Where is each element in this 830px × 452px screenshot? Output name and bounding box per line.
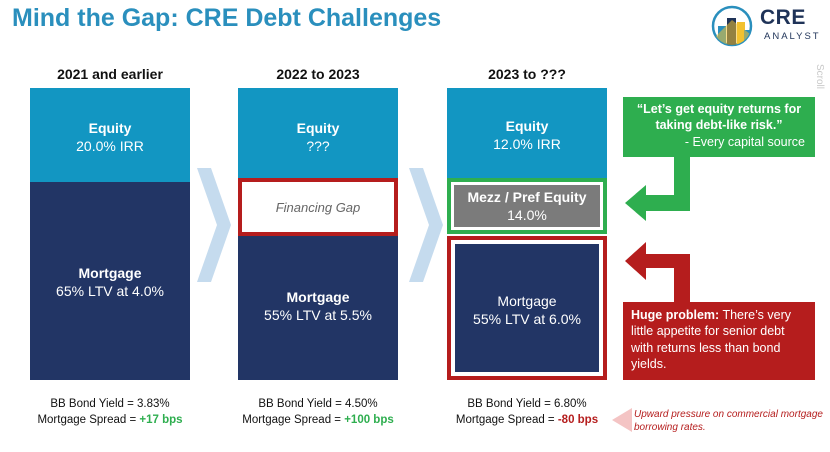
green-arrow-icon <box>625 156 690 221</box>
financing-gap-label: Financing Gap <box>275 199 361 215</box>
spread-label-1: Mortgage Spread = <box>37 413 140 426</box>
spread-label-2: Mortgage Spread = <box>242 413 345 426</box>
bond-info-2: BB Bond Yield = 4.50% Mortgage Spread = … <box>238 397 398 428</box>
mezz-pref-equity-block: Mezz / Pref Equity 14.0% <box>454 185 600 227</box>
quote-text: “Let’s get equity returns for taking deb… <box>636 102 802 133</box>
logo-subtitle: ANALYST <box>764 31 821 42</box>
chevron-right-icon <box>409 168 443 282</box>
pressure-note: Upward pressure on commercial mortgage b… <box>634 409 823 433</box>
equity-label-3: Equity <box>505 118 549 134</box>
equity-value-1: 20.0% IRR <box>76 138 144 155</box>
mezz-value: 14.0% <box>507 207 547 223</box>
bond-info-3: BB Bond Yield = 6.80% Mortgage Spread = … <box>447 397 607 428</box>
mortgage-label-3: Mortgage <box>497 293 557 309</box>
equity-label-2: Equity <box>296 120 340 136</box>
bond-yield-2: BB Bond Yield = 4.50% <box>258 398 378 410</box>
mezz-label: Mezz / Pref Equity <box>467 188 587 205</box>
spread-value-3: -80 bps <box>557 413 599 426</box>
equity-label-1: Equity <box>88 120 132 136</box>
pressure-arrow-icon <box>612 408 632 432</box>
mortgage-value-2: 55% LTV at 5.5% <box>264 307 372 324</box>
page-title: Mind the Gap: CRE Debt Challenges <box>12 4 442 32</box>
column-header-3: 2023 to ??? <box>488 66 566 82</box>
bond-yield-3: BB Bond Yield = 6.80% <box>467 398 587 410</box>
spread-value-2: +100 bps <box>344 413 394 426</box>
mortgage-block-2: Mortgage 55% LTV at 5.5% <box>238 236 398 380</box>
equity-value-2: ??? <box>306 138 330 155</box>
problem-callout: Huge problem: There’s very little appeti… <box>623 302 815 380</box>
cre-analyst-logo: CRE ANALYST <box>710 4 828 48</box>
logo-word: CRE <box>760 6 806 29</box>
equity-block-2: Equity ??? <box>238 88 398 182</box>
mortgage-value-1: 65% LTV at 4.0% <box>56 283 164 300</box>
mortgage-box-3: Mortgage 55% LTV at 6.0% <box>447 236 607 380</box>
mortgage-label-1: Mortgage <box>78 265 142 281</box>
problem-bold: Huge problem: <box>631 308 720 322</box>
quote-callout: “Let’s get equity returns for taking deb… <box>623 97 815 157</box>
financing-gap-box: Financing Gap <box>238 178 398 236</box>
problem-text: There’s very little appetite for senior … <box>631 308 791 371</box>
red-arrow-icon <box>625 242 690 302</box>
mortgage-block-1: Mortgage 65% LTV at 4.0% <box>30 182 190 380</box>
column-header-1: 2021 and earlier <box>57 66 163 82</box>
mortgage-block-3: Mortgage 55% LTV at 6.0% <box>455 244 599 372</box>
spread-label-3: Mortgage Spread = <box>455 413 558 426</box>
equity-block-3: Equity 12.0% IRR <box>447 88 607 178</box>
chevron-right-icon <box>197 168 231 282</box>
scroll-hint[interactable]: Scroll <box>814 64 825 90</box>
bond-info-1: BB Bond Yield = 3.83% Mortgage Spread = … <box>30 397 190 428</box>
equity-value-3: 12.0% IRR <box>493 136 561 153</box>
column-header-2: 2022 to 2023 <box>276 66 360 82</box>
bond-yield-1: BB Bond Yield = 3.83% <box>50 398 170 410</box>
equity-block-1: Equity 20.0% IRR <box>30 88 190 182</box>
mortgage-label-2: Mortgage <box>286 289 350 305</box>
quote-attribution: - Every capital source <box>684 134 805 149</box>
logo-mark-icon <box>711 5 753 47</box>
mezz-pref-equity-box: Mezz / Pref Equity 14.0% <box>447 178 607 234</box>
spread-value-1: +17 bps <box>139 413 183 426</box>
mortgage-value-3: 55% LTV at 6.0% <box>473 311 581 328</box>
